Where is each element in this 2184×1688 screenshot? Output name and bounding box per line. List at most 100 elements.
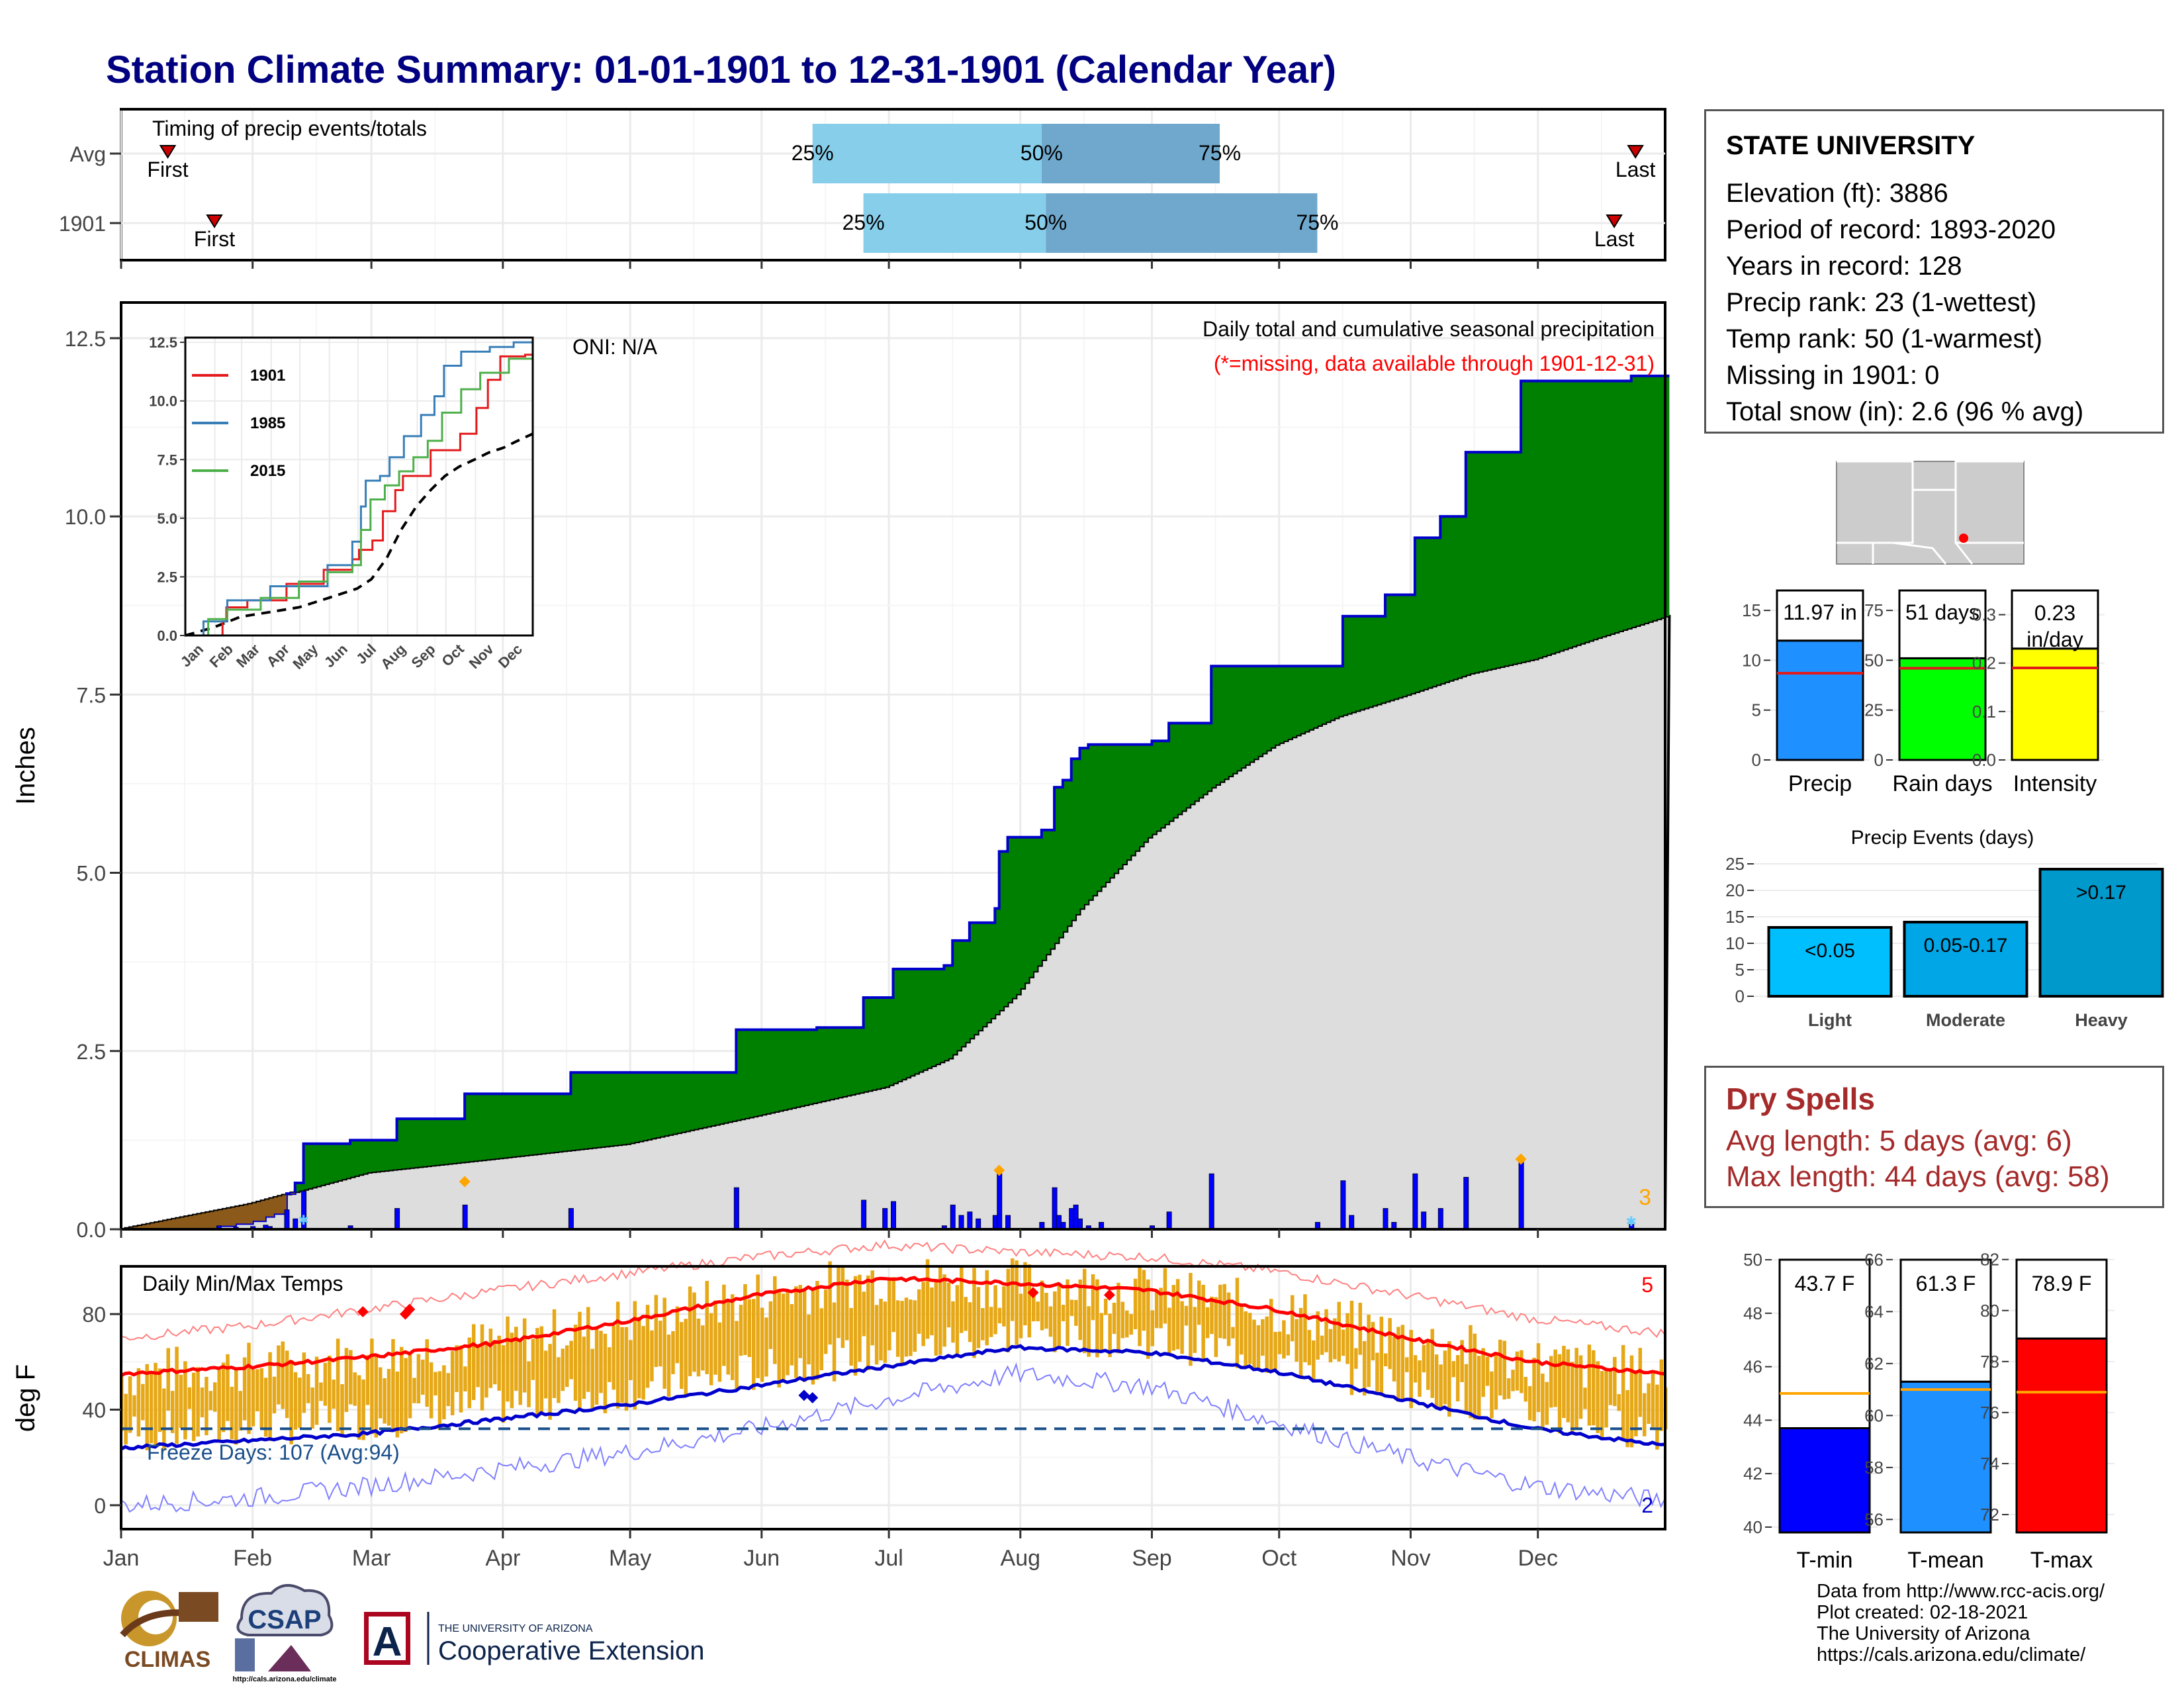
- temp-range-bar: [238, 1391, 242, 1431]
- temp-range-bar: [1295, 1319, 1298, 1362]
- climas-logo: CLIMAS: [120, 1591, 218, 1672]
- temp-range-bar: [162, 1388, 166, 1451]
- temp-range-bar: [1133, 1278, 1138, 1330]
- daily-precip-bar: [1077, 1218, 1083, 1230]
- temp-range-bar: [365, 1355, 370, 1405]
- mini-bar-tick-label: 25: [1864, 700, 1884, 720]
- mini-bar-tick-label: 0.2: [1972, 653, 1996, 673]
- temp-range-bar: [790, 1304, 794, 1366]
- snow-marker-icon: ✱: [1625, 1215, 1637, 1229]
- daily-precip-bars: [216, 1159, 1635, 1230]
- temp-range-bar: [247, 1342, 251, 1434]
- temp-bar-value: 61.3 F: [1916, 1272, 1976, 1295]
- temp-range-bar: [917, 1289, 921, 1334]
- temp-range-bar: [938, 1265, 942, 1355]
- first-marker-icon: [159, 145, 177, 159]
- daily-precip-bar: [861, 1199, 867, 1230]
- mini-bar: [2011, 647, 2099, 761]
- inset-series-line: [185, 353, 534, 637]
- temp-range-bar: [573, 1325, 578, 1401]
- temp-range-bar: [1613, 1356, 1617, 1407]
- station-total-snow: Total snow (in): 2.6 (96 % avg): [1726, 397, 2084, 426]
- temp-range-bar: [1078, 1279, 1083, 1340]
- hot-count: 5: [1641, 1273, 1653, 1297]
- temp-range-bar: [1032, 1289, 1036, 1322]
- temp-range-bar: [1485, 1356, 1490, 1386]
- oni-label: ONI: N/A: [572, 335, 658, 359]
- temp-range-bar: [1240, 1305, 1244, 1355]
- precip-events-chart: Precip Events (days) <0.05 Light 0.05-0.17 M…: [1725, 827, 2164, 1030]
- temp-range-bar: [862, 1291, 866, 1336]
- temp-range-bar: [819, 1308, 824, 1371]
- mini-bar: [1898, 657, 1987, 761]
- temp-range-bar: [1210, 1296, 1214, 1335]
- mini-bar-label-box: [1776, 589, 1864, 642]
- temp-ylabel: deg F: [11, 1364, 40, 1432]
- temp-range-bar: [1303, 1294, 1307, 1362]
- mini-bar-tick-label: 10: [1742, 650, 1761, 670]
- temp-range-bar: [1226, 1292, 1231, 1346]
- temp-range-bar: [701, 1325, 705, 1371]
- daily-precip-bar: [1383, 1208, 1388, 1230]
- temp-range-bar: [1367, 1315, 1371, 1387]
- temp-range-bar: [1120, 1301, 1125, 1338]
- avg-tmax-line: [120, 1276, 1666, 1378]
- temp-range-bar: [543, 1350, 548, 1399]
- temp-range-bar: [552, 1309, 557, 1399]
- average-precip-area: [121, 614, 1671, 1231]
- temp-range-bar: [777, 1289, 781, 1388]
- temp-range-bar: [747, 1299, 752, 1358]
- temp-range-bar: [217, 1370, 221, 1440]
- record-high-marker-icon: [1027, 1287, 1039, 1299]
- record-low-line: [120, 1362, 1666, 1513]
- heavy-event-marker-icon: [459, 1176, 471, 1188]
- precip-panel: ✱ ✱ 0.02.55.07.510.012.5 Inches ONI: N/A …: [11, 301, 1671, 1242]
- temp-range-bar: [599, 1331, 603, 1393]
- inset-ytick-label: 2.5: [157, 569, 177, 585]
- temp-range-bar: [1524, 1376, 1527, 1402]
- temp-range-bars: [120, 1258, 1668, 1451]
- daily-precip-bar: [1166, 1211, 1172, 1230]
- temp-range-bar: [412, 1378, 416, 1403]
- temp-range-bar: [277, 1345, 281, 1405]
- temp-bar-label-box: [2015, 1258, 2108, 1340]
- timing-row-label: Avg: [69, 142, 106, 166]
- temp-range-bar: [713, 1300, 717, 1375]
- timing-panel: 25% 50% 75% First Last Avg 25% 50% 75% First Last 1…: [59, 108, 1666, 269]
- temp-ytick-label: 80: [82, 1303, 106, 1327]
- temp-bar-tick-label: 78: [1980, 1352, 1999, 1372]
- temp-range-bar: [1388, 1318, 1392, 1370]
- temp-range-bar: [921, 1282, 925, 1346]
- temp-bar: [1899, 1380, 1992, 1534]
- daily-precip-bar: [733, 1187, 739, 1230]
- last-marker-icon: [1606, 214, 1623, 228]
- temp-range-bar: [1413, 1355, 1418, 1383]
- temp-range-bar: [404, 1358, 408, 1432]
- daily-precip-bar: [950, 1204, 956, 1230]
- temp-range-bar: [1154, 1291, 1159, 1329]
- temp-bar-tick-label: 44: [1743, 1410, 1762, 1430]
- temp-range-bar: [815, 1281, 819, 1380]
- temp-range-bar: [1464, 1364, 1469, 1415]
- temp-range-bar: [1379, 1317, 1384, 1396]
- temp-range-bar: [1536, 1343, 1541, 1413]
- temp-range-bar: [191, 1372, 196, 1441]
- credit-line: https://cals.arizona.edu/climate/: [1817, 1644, 2086, 1665]
- precip-ytick-label: 5.0: [77, 862, 106, 886]
- temp-range-bar: [654, 1295, 659, 1368]
- temp-range-bar: [230, 1386, 234, 1440]
- temp-range-bar: [226, 1354, 230, 1421]
- daily-precip-bar: [1463, 1176, 1469, 1230]
- temp-bar-label: T-max: [2030, 1548, 2093, 1573]
- temp-range-bar: [1099, 1313, 1104, 1350]
- temp-range-bar: [751, 1299, 756, 1390]
- temp-bar-tick-label: 60: [1864, 1405, 1884, 1425]
- temp-range-bar: [565, 1345, 569, 1387]
- event-category-label: Heavy: [2075, 1010, 2128, 1030]
- temp-range-bar: [1659, 1359, 1664, 1431]
- temp-range-bar: [735, 1321, 739, 1390]
- temp-range-bar: [1541, 1374, 1545, 1430]
- credit-line: Plot created: 02-18-2021: [1817, 1602, 2028, 1623]
- temp-range-bar: [696, 1318, 701, 1377]
- temp-range-bar: [1634, 1372, 1638, 1436]
